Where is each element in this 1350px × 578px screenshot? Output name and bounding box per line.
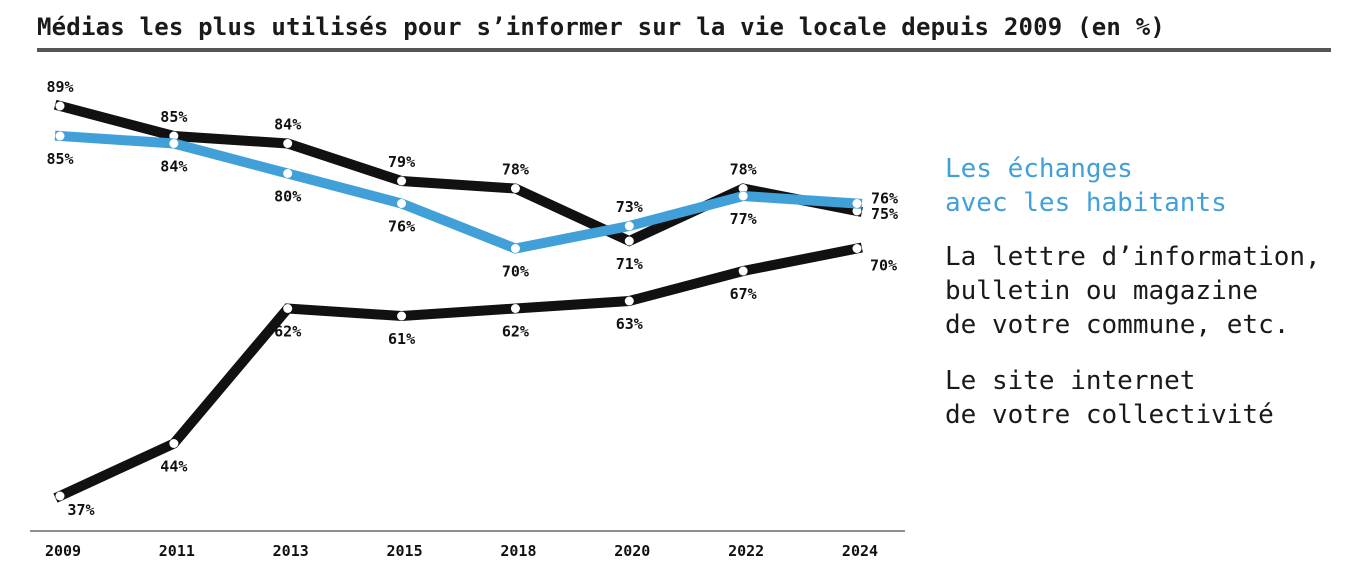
data-label: 71% bbox=[616, 255, 643, 273]
data-point bbox=[738, 191, 748, 201]
data-label: 76% bbox=[388, 218, 415, 236]
data-point bbox=[283, 169, 293, 178]
data-label: 63% bbox=[616, 315, 643, 333]
line-chart: 2009 2011 2013 2015 2018 2020 2022 2024 89% 85% 84… bbox=[30, 78, 905, 560]
data-label: 84% bbox=[160, 158, 187, 176]
data-label: 37% bbox=[67, 501, 94, 519]
legend-site-line-1: Le site internet bbox=[945, 366, 1196, 396]
x-axis-label: 2015 bbox=[387, 542, 423, 560]
x-axis-label: 2022 bbox=[728, 542, 764, 560]
data-point bbox=[624, 296, 634, 306]
data-point bbox=[510, 244, 520, 253]
x-axis-label: 2024 bbox=[842, 542, 878, 560]
data-label: 78% bbox=[730, 161, 757, 179]
data-label: 85% bbox=[160, 108, 187, 126]
data-point bbox=[852, 244, 862, 253]
legend-echanges-avec-les-habitants: Les échanges avec les habitants bbox=[945, 152, 1227, 220]
data-point bbox=[397, 199, 407, 208]
data-label: 77% bbox=[730, 210, 757, 228]
data-point bbox=[397, 311, 407, 321]
x-axis-label: 2009 bbox=[45, 542, 81, 560]
data-point bbox=[169, 439, 179, 448]
data-label: 62% bbox=[274, 323, 301, 341]
legend-echanges-line-2: avec les habitants bbox=[945, 188, 1227, 218]
data-point bbox=[55, 101, 65, 111]
legend-echanges-line-1: Les échanges bbox=[945, 154, 1133, 184]
data-label: 70% bbox=[502, 263, 529, 281]
series-line-black bbox=[53, 242, 863, 503]
data-point bbox=[738, 266, 748, 276]
data-label: 67% bbox=[730, 285, 757, 303]
data-label: 44% bbox=[160, 458, 187, 476]
data-label: 78% bbox=[502, 161, 529, 179]
data-label: 84% bbox=[274, 116, 301, 134]
legend-lettre-information: La lettre d’information, bulletin ou mag… bbox=[945, 240, 1321, 342]
data-point bbox=[397, 176, 407, 186]
x-axis-label: 2011 bbox=[159, 542, 195, 560]
data-label: 62% bbox=[502, 323, 529, 341]
data-label: 85% bbox=[46, 150, 73, 168]
data-point bbox=[510, 184, 520, 193]
data-label: 89% bbox=[46, 78, 73, 96]
data-label: 80% bbox=[274, 188, 301, 206]
data-point bbox=[169, 139, 179, 148]
x-axis-label: 2018 bbox=[500, 542, 536, 560]
legend-lettre-line-3: de votre commune, etc. bbox=[945, 310, 1290, 340]
chart-title: Médias les plus utilisés pour s’informer… bbox=[37, 13, 1165, 41]
data-point bbox=[852, 199, 862, 208]
data-point bbox=[624, 221, 634, 231]
legend-lettre-line-1: La lettre d’information, bbox=[945, 242, 1321, 272]
data-label: 75% bbox=[871, 205, 898, 223]
legend-site-internet: Le site internet de votre collectivité bbox=[945, 364, 1274, 432]
data-label: 70% bbox=[870, 257, 897, 275]
data-point bbox=[55, 131, 65, 141]
data-point bbox=[283, 304, 293, 313]
data-point bbox=[624, 236, 634, 246]
title-rule bbox=[37, 48, 1331, 52]
data-point bbox=[510, 304, 520, 313]
data-point bbox=[852, 206, 862, 216]
x-axis-label: 2020 bbox=[614, 542, 650, 560]
x-axis-label: 2013 bbox=[273, 542, 309, 560]
data-label: 76% bbox=[871, 190, 898, 208]
data-point bbox=[55, 491, 65, 501]
data-point bbox=[169, 131, 179, 141]
series-line-blue bbox=[54, 130, 863, 254]
data-label: 79% bbox=[388, 153, 415, 171]
data-point bbox=[283, 139, 293, 148]
legend-site-line-2: de votre collectivité bbox=[945, 400, 1274, 430]
data-point bbox=[738, 184, 748, 193]
data-label: 73% bbox=[616, 198, 643, 216]
legend-lettre-line-2: bulletin ou magazine bbox=[945, 276, 1259, 306]
data-label: 61% bbox=[388, 330, 415, 348]
